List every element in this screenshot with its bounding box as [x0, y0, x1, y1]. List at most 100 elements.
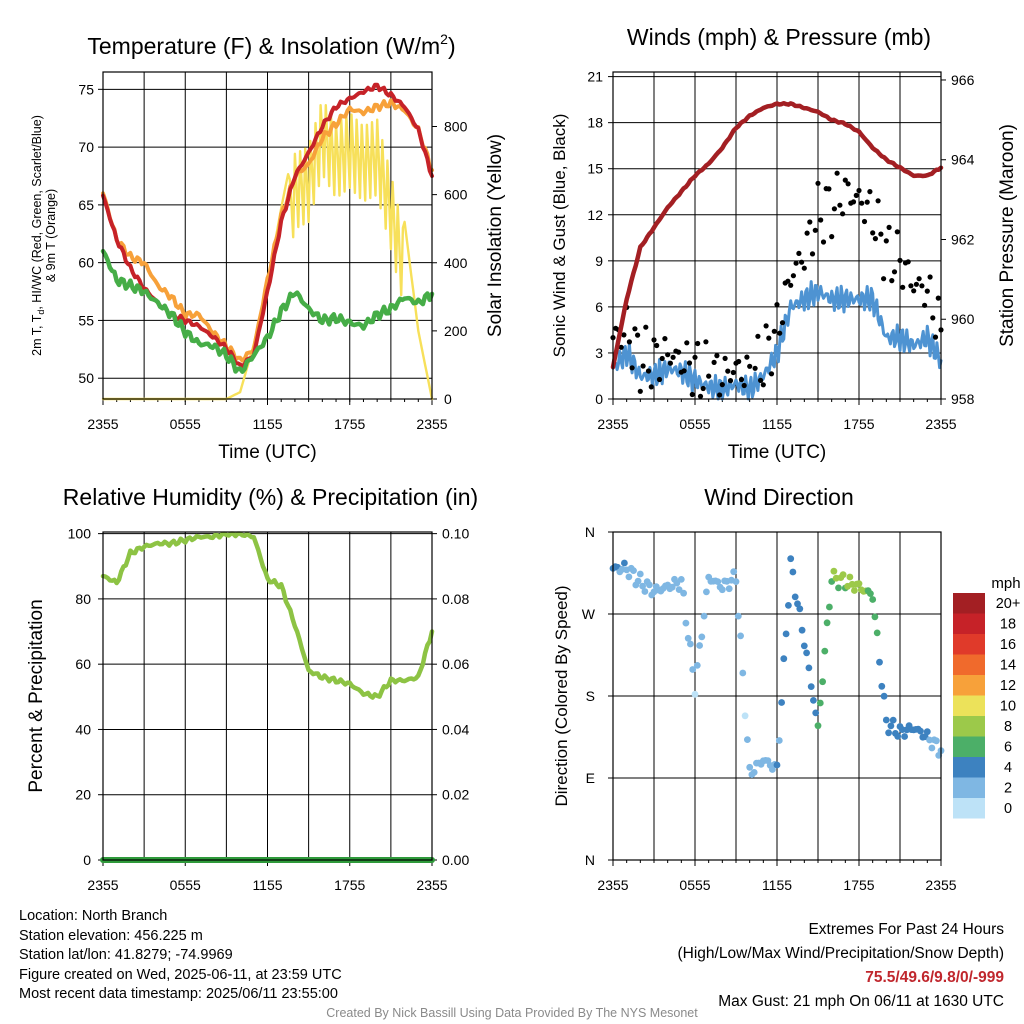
- gust-point: [850, 199, 857, 205]
- direction-point: [807, 683, 815, 690]
- y2-label-group: Station Pressure (Maroon): [997, 124, 1018, 347]
- y-tick-label: 18: [587, 115, 603, 131]
- gust-point: [703, 339, 709, 345]
- y2-tick-label: 800: [444, 119, 468, 135]
- credit-text: Created By Nick Bassill Using Data Provi…: [326, 1006, 698, 1020]
- y2-axis-label: Solar Insolation (Yellow): [485, 134, 506, 337]
- gust-point: [883, 238, 889, 244]
- x-tick-label: 1755: [334, 877, 365, 893]
- colorbar-swatch: [953, 654, 985, 675]
- plot-border: [102, 71, 433, 400]
- colorbar-swatch: [953, 613, 985, 634]
- colorbar-label: 4: [1004, 760, 1012, 776]
- gust-point: [632, 326, 638, 332]
- gust-point: [785, 278, 791, 284]
- direction-point: [923, 728, 931, 736]
- direction-point: [769, 766, 776, 773]
- y2-tick-label: 962: [951, 231, 975, 247]
- gust-point: [867, 189, 873, 195]
- y-tick-label: 65: [78, 197, 94, 213]
- gust-point: [717, 392, 723, 398]
- colorbar-swatch: [953, 798, 985, 819]
- direction-point: [823, 619, 831, 627]
- colorbar-label: 10: [1000, 699, 1016, 715]
- direction-point: [691, 690, 699, 698]
- gust-point: [637, 388, 643, 394]
- direction-point: [835, 584, 842, 592]
- dewpoint-line: [100, 248, 435, 374]
- y2-tick-label: 200: [444, 323, 468, 339]
- direction-point: [816, 699, 824, 707]
- gust-point: [935, 295, 941, 301]
- y-label-group: Percent & Precipitation: [26, 599, 47, 792]
- gust-point: [799, 259, 805, 265]
- direction-point: [780, 655, 788, 663]
- gust-point: [719, 382, 725, 388]
- direction-point: [746, 763, 754, 771]
- gust-point: [725, 368, 731, 374]
- colorbar-swatch: [953, 634, 985, 655]
- y-tick-label: 12: [587, 207, 603, 223]
- gust-point: [829, 234, 835, 240]
- direction-point: [775, 737, 783, 744]
- gust-point: [621, 332, 627, 338]
- direction-point: [734, 612, 742, 620]
- y-label-part: 2m T, T: [30, 314, 44, 356]
- gust-point: [807, 219, 813, 225]
- gust-point: [859, 200, 865, 206]
- gust-point: [861, 218, 868, 225]
- y-tick-label: 0: [595, 391, 603, 407]
- colorbar-swatch: [953, 593, 985, 614]
- direction-point: [819, 678, 826, 686]
- colorbar-label: 18: [1000, 617, 1016, 633]
- gust-point: [659, 355, 665, 362]
- gust-point: [796, 250, 802, 256]
- direction-point: [894, 732, 902, 740]
- y-tick-label: 40: [75, 721, 91, 737]
- y-tick-label: 60: [78, 255, 94, 271]
- gust-point: [916, 276, 922, 282]
- direction-point: [625, 573, 633, 581]
- direction-point: [871, 613, 879, 621]
- direction-point: [812, 709, 820, 717]
- colorbar-swatch: [953, 736, 985, 757]
- direction-point: [821, 647, 829, 655]
- direction-point: [869, 596, 877, 603]
- gust-point: [730, 369, 736, 376]
- y-tick-label: S: [586, 688, 595, 704]
- chart-title-sup: 2: [440, 31, 448, 47]
- direction-point: [839, 571, 847, 579]
- gust-point: [837, 202, 843, 208]
- y2-tick-label: 0.08: [442, 591, 469, 607]
- y2-tick-label: 0.00: [442, 852, 469, 868]
- direction-point: [876, 658, 883, 666]
- direction-point: [778, 699, 785, 706]
- gust-point: [930, 315, 936, 321]
- gust-point: [818, 217, 824, 223]
- y2-tick-label: 400: [444, 255, 468, 271]
- gust-point: [697, 393, 704, 399]
- colorbar-swatch: [953, 675, 985, 696]
- direction-point: [630, 567, 637, 574]
- gust-point: [640, 363, 646, 369]
- gust-point: [629, 365, 635, 371]
- direction-point: [826, 603, 833, 611]
- gust-point: [684, 340, 690, 346]
- direction-point: [677, 576, 685, 583]
- direction-point: [684, 634, 692, 642]
- y-tick-label: 50: [78, 370, 94, 386]
- y2-axis-label: Station Pressure (Maroon): [997, 124, 1018, 347]
- gust-point: [886, 224, 892, 230]
- x-tick-label: 2355: [416, 877, 447, 893]
- y-tick-label: 6: [595, 299, 603, 315]
- colorbar-label: 8: [1004, 719, 1012, 735]
- y-axis-label: 2m T, Td, HI/WC (Red, Green, Scarlet/Blu…: [30, 115, 58, 356]
- direction-point: [855, 580, 863, 587]
- gust-point: [889, 278, 895, 284]
- colorbar-swatch: [953, 695, 985, 716]
- gust-point: [815, 180, 821, 186]
- direction-point: [803, 649, 810, 657]
- gust-point: [897, 257, 903, 263]
- gust-point: [804, 230, 810, 236]
- direction-point: [689, 666, 697, 673]
